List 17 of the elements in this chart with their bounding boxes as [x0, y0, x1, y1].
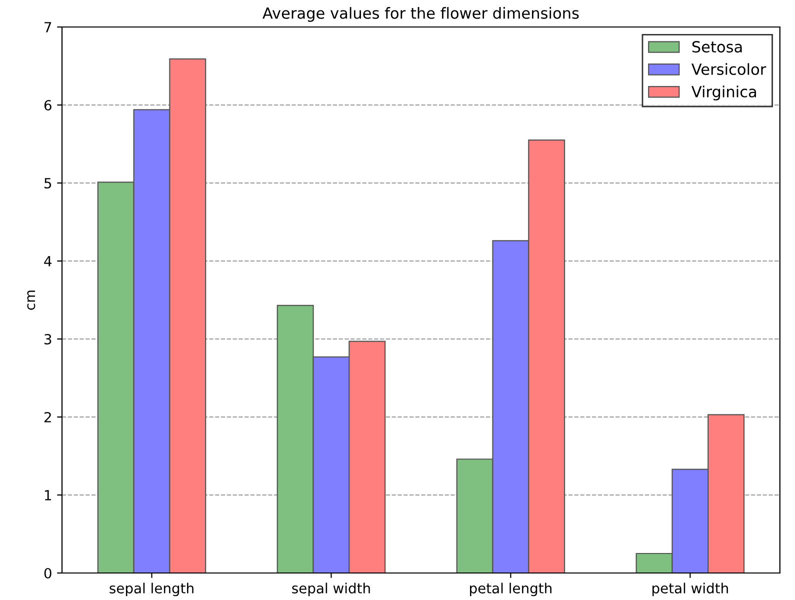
y-tick-label: 7 [44, 22, 52, 32]
legend-label: Virginica [691, 86, 756, 100]
x-tick-label: sepal width [292, 582, 370, 596]
x-tick-label: petal length [470, 582, 552, 596]
legend-label: Versicolor [691, 63, 766, 75]
y-tick-label: 4 [44, 256, 52, 266]
x-tick-label: petal width [652, 582, 728, 596]
legend-label: Setosa [692, 41, 742, 53]
y-tick-label: 6 [44, 100, 52, 110]
y-tick-label: 2 [44, 412, 51, 422]
y-tick-label: 1 [44, 490, 52, 500]
chart-title: Average values for the flower dimensions [262, 7, 579, 22]
y-tick-label: 0 [44, 568, 52, 578]
y-tick-label: 3 [44, 334, 52, 344]
x-tick-label: sepal length [110, 582, 194, 596]
y-axis-title: cm [27, 290, 36, 310]
y-tick-label: 5 [44, 178, 52, 188]
